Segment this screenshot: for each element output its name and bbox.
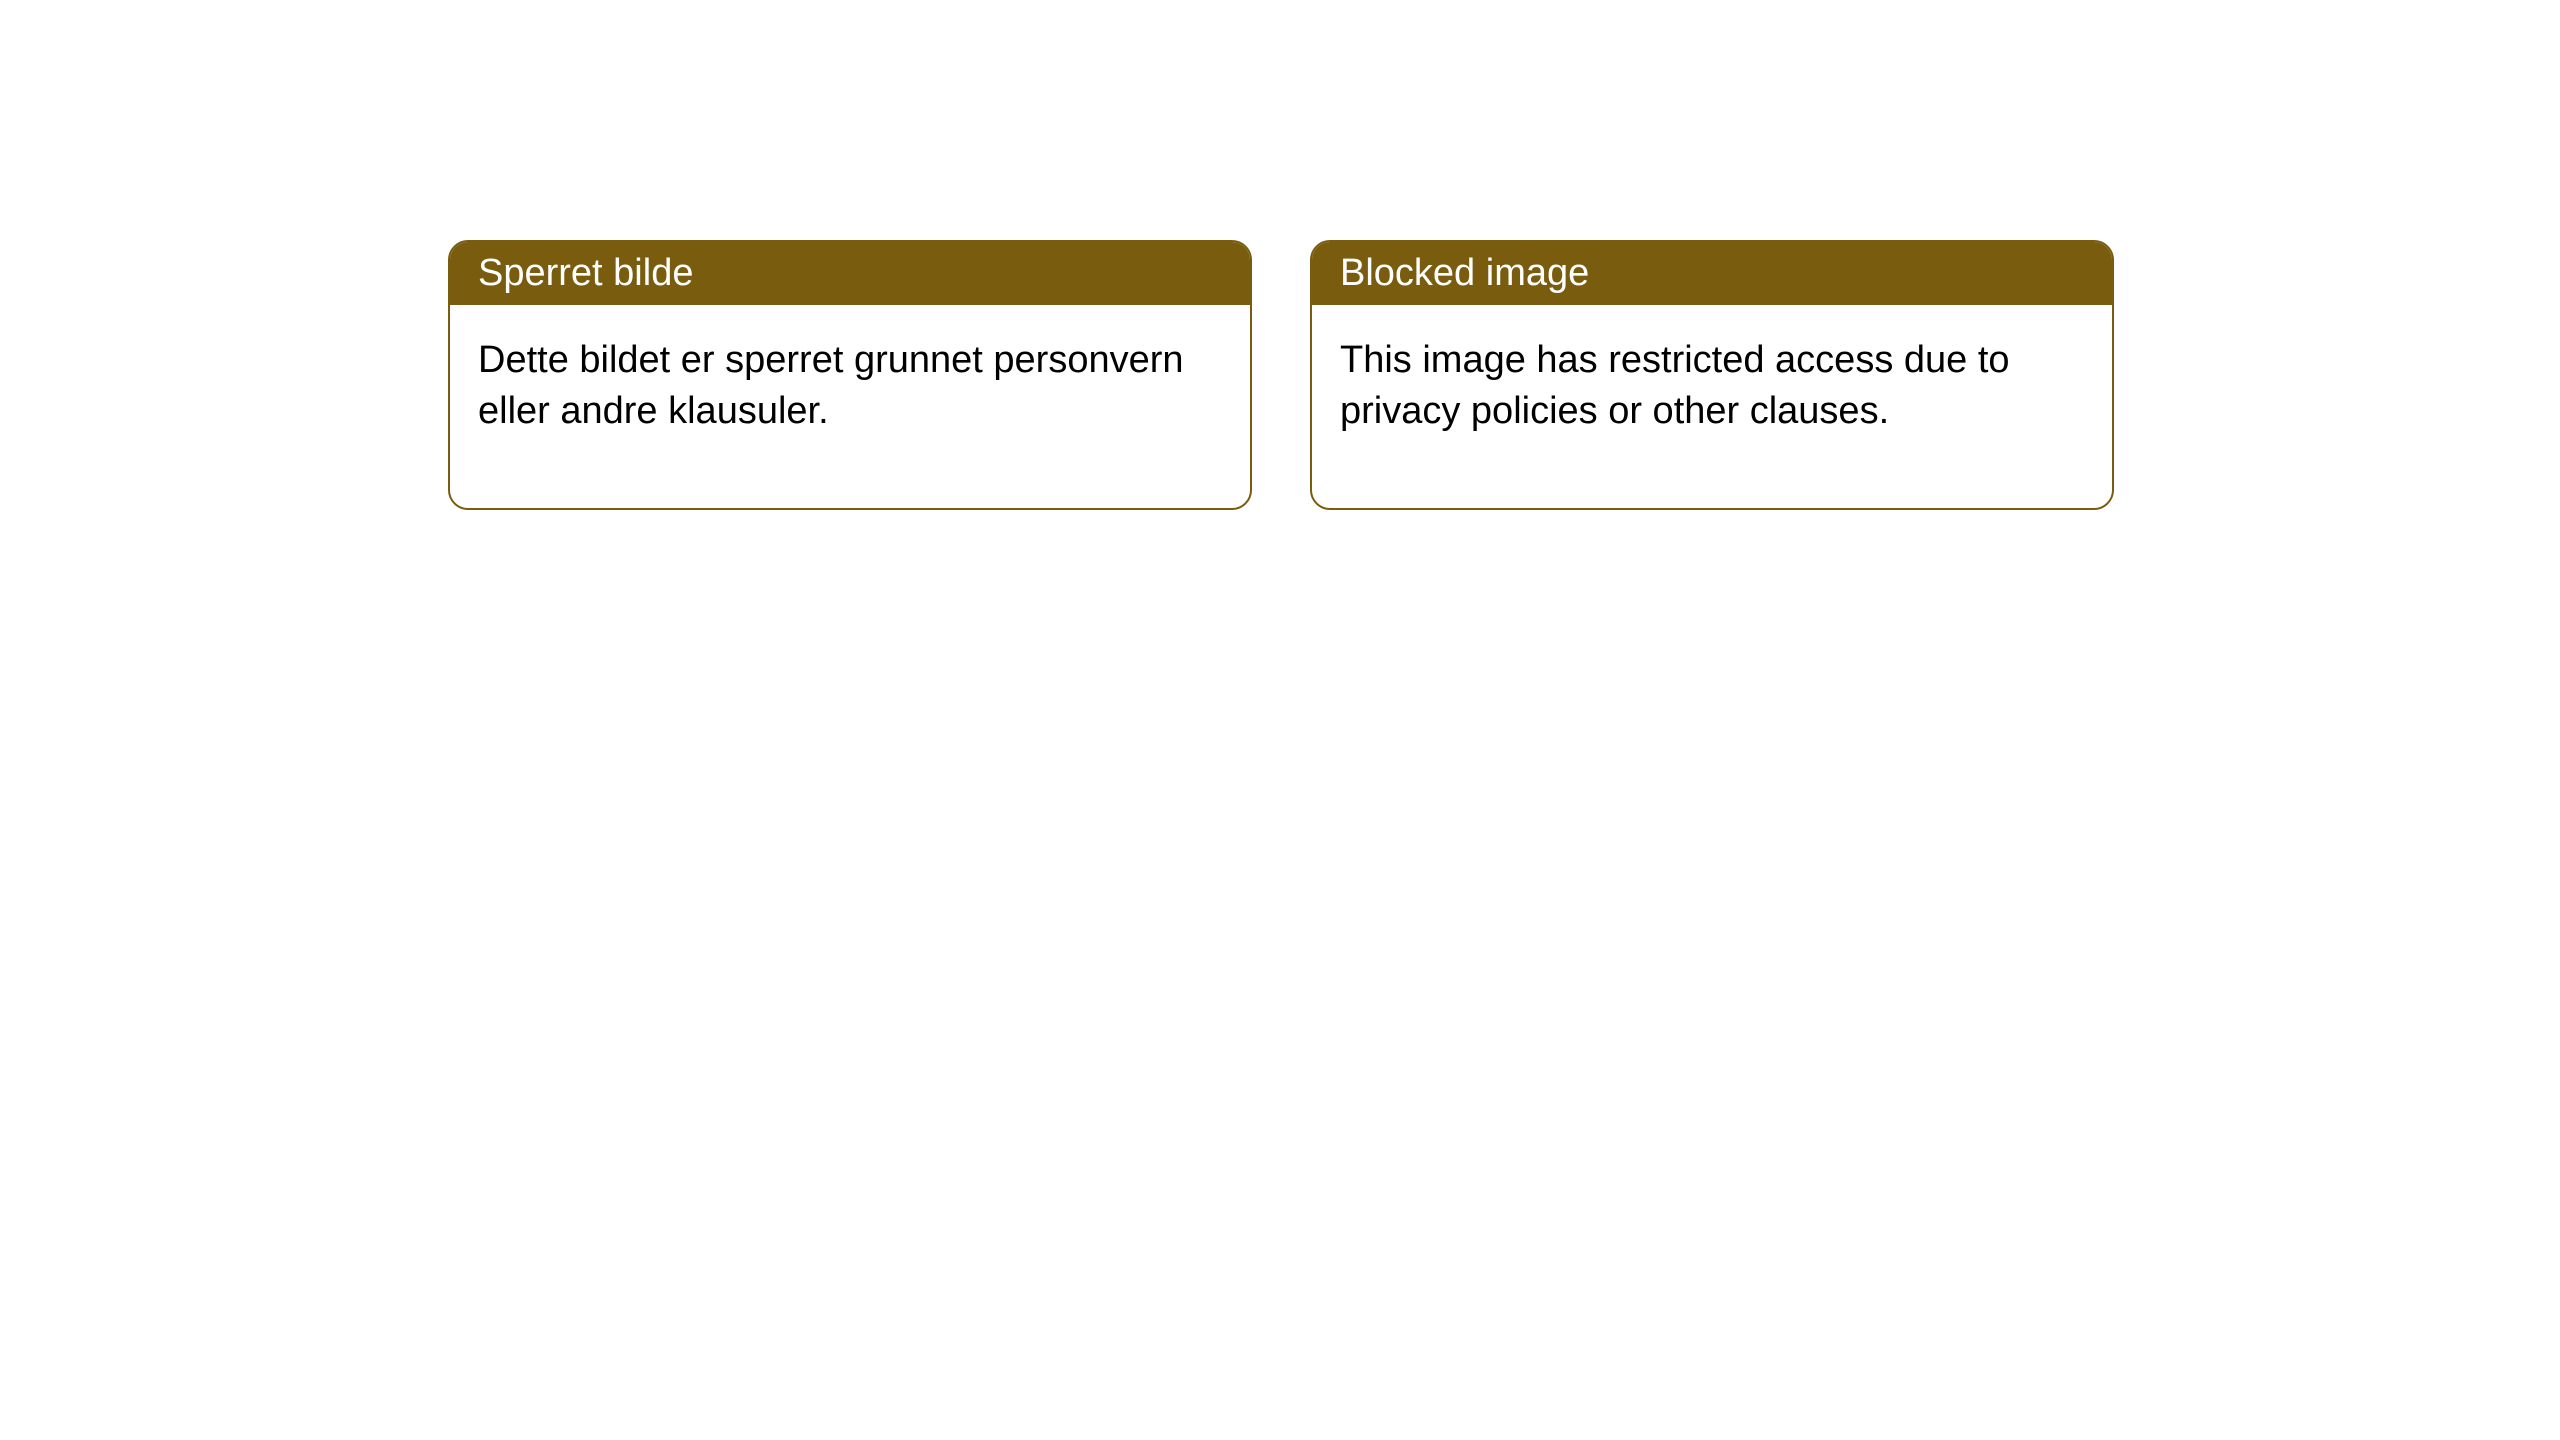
notice-row: Sperret bilde Dette bildet er sperret gr… <box>448 240 2114 510</box>
notice-card-english: Blocked image This image has restricted … <box>1310 240 2114 510</box>
notice-card-norwegian: Sperret bilde Dette bildet er sperret gr… <box>448 240 1252 510</box>
notice-body-norwegian: Dette bildet er sperret grunnet personve… <box>450 305 1250 508</box>
notice-body-english: This image has restricted access due to … <box>1312 305 2112 508</box>
notice-header-english: Blocked image <box>1312 242 2112 305</box>
notice-header-norwegian: Sperret bilde <box>450 242 1250 305</box>
